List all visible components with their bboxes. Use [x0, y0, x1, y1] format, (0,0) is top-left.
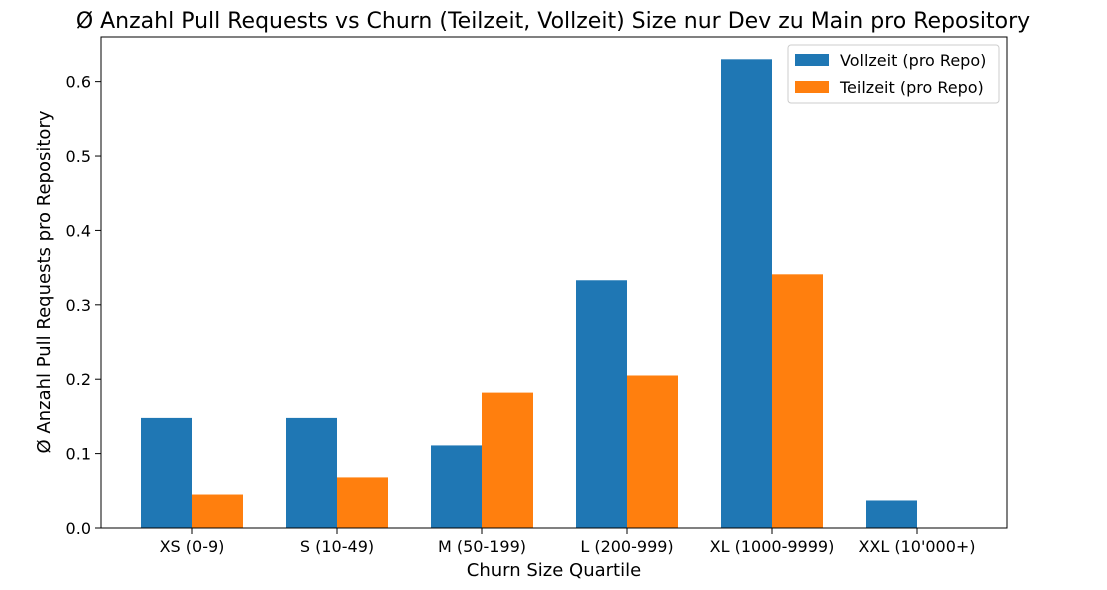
bar-vollzeit-3: [576, 280, 627, 528]
bar-vollzeit-0: [141, 417, 192, 528]
legend-box: [787, 44, 1000, 104]
bar-teilzeit-1: [337, 477, 388, 528]
y-tick-label: 0.5: [66, 147, 91, 166]
x-tick-label: XL (1000-9999): [710, 537, 835, 556]
y-axis-ticks: 0.0 0.1 0.2 0.3 0.4 0.5 0.6: [66, 73, 101, 538]
bar-vollzeit-1: [286, 417, 337, 528]
y-tick-label: 0.2: [66, 370, 91, 389]
x-tick-label: XS (0-9): [160, 537, 225, 556]
bar-vollzeit-4: [721, 59, 772, 529]
legend-swatch-teilzeit: [795, 81, 829, 93]
bar-teilzeit-0: [192, 494, 243, 528]
bar-teilzeit-2: [482, 392, 533, 528]
legend-swatch-vollzeit: [795, 54, 829, 66]
bar-vollzeit-2: [431, 445, 482, 528]
x-axis-ticks: XS (0-9) S (10-49) M (50-199) L (200-999) XL…: [160, 528, 976, 556]
legend-label-teilzeit: Teilzeit (pro Repo): [839, 78, 984, 97]
bar-teilzeit-4: [772, 274, 823, 528]
plot-frame: [100, 36, 1008, 529]
x-tick-label: L (200-999): [580, 537, 673, 556]
y-tick-label: 0.3: [66, 296, 91, 315]
x-tick-label: XXL (10'000+): [858, 537, 975, 556]
x-axis-label: Churn Size Quartile: [467, 560, 641, 581]
y-tick-label: 0.1: [66, 445, 91, 464]
x-tick-label: M (50-199): [438, 537, 526, 556]
x-tick-label: S (10-49): [300, 537, 374, 556]
y-tick-label: 0.4: [66, 221, 91, 240]
legend-label-vollzeit: Vollzeit (pro Repo): [840, 51, 986, 70]
y-tick-label: 0.6: [66, 73, 91, 92]
bar-teilzeit-3: [627, 375, 678, 528]
bar-vollzeit-5: [866, 500, 917, 528]
bars: [141, 59, 917, 529]
legend: Vollzeit (pro Repo) Teilzeit (pro Repo): [787, 44, 1000, 104]
chart-title: Ø Anzahl Pull Requests vs Churn (Teilzei…: [76, 9, 1030, 34]
y-axis-label: Ø Anzahl Pull Requests pro Repository: [34, 110, 55, 453]
y-tick-label: 0.0: [66, 519, 91, 538]
